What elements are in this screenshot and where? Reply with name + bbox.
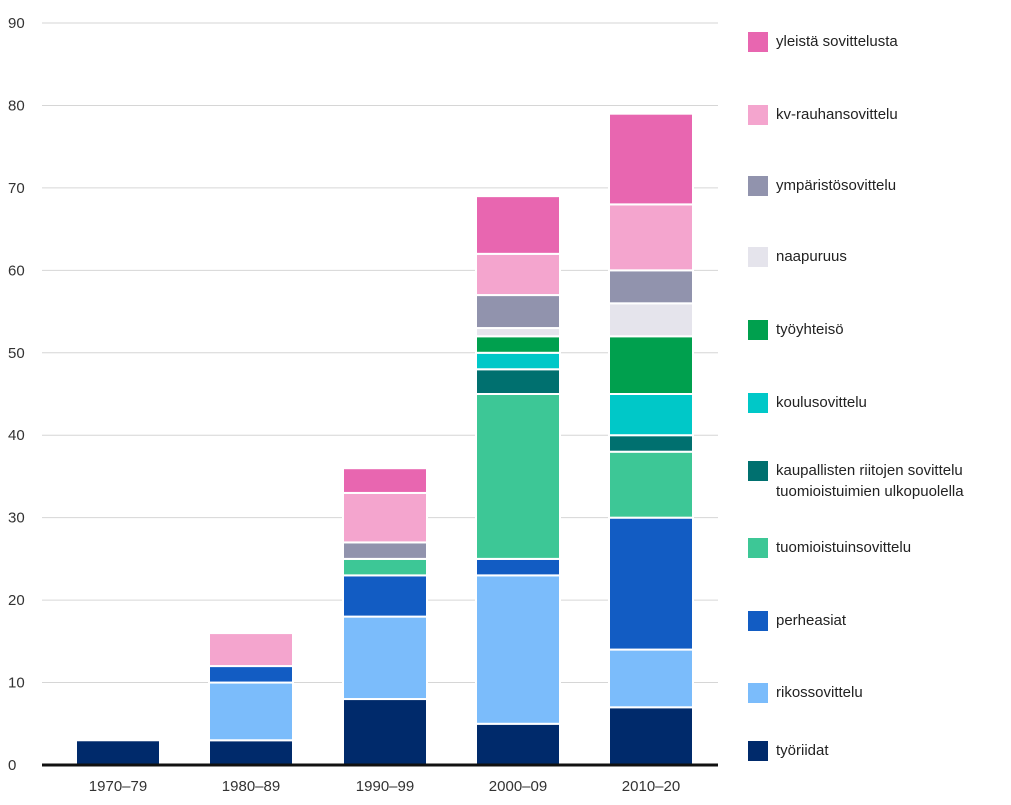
bar-segment (342, 541, 428, 560)
legend-swatch (748, 393, 768, 413)
bar-segment (608, 302, 694, 338)
legend-label: kv-rauhansovittelu (776, 106, 898, 123)
y-tick-label: 40 (8, 427, 25, 444)
y-tick-label: 90 (8, 15, 25, 32)
bar-segment (608, 269, 694, 305)
legend-label: ympäristösovittelu (776, 177, 897, 194)
legend-label: tuomioistuinsovittelu (776, 539, 912, 556)
bar-segment (608, 335, 694, 395)
bar-segment (475, 351, 561, 371)
bar-segment (475, 327, 561, 338)
bar-segment (342, 615, 428, 701)
legend-item: työyhteisö (748, 319, 1006, 340)
legend-label: koulusovittelu (776, 394, 867, 411)
y-tick-label: 30 (8, 510, 25, 527)
legend-swatch (748, 611, 768, 631)
bar-segment (608, 516, 694, 651)
legend-swatch (748, 105, 768, 125)
legend-label: perheasiat (776, 612, 847, 629)
bar-segment (475, 722, 561, 766)
legend-item: työriidat (748, 740, 1006, 761)
bar-segment (608, 706, 694, 766)
bar-segment (342, 491, 428, 544)
x-tick-label: 1990–99 (356, 778, 414, 795)
x-tick-label: 2000–09 (489, 778, 547, 795)
legend-label: rikossovittelu (776, 684, 863, 701)
bar-segment (475, 557, 561, 577)
legend-swatch (748, 538, 768, 558)
legend-swatch (748, 176, 768, 196)
gridlines (42, 22, 718, 684)
bar-segment (475, 252, 561, 297)
bar-segment (475, 195, 561, 255)
bar-segment (475, 574, 561, 725)
y-tick-label: 70 (8, 180, 25, 197)
legend-label: yleistä sovittelusta (776, 33, 898, 50)
bar-segment (342, 467, 428, 494)
bar-segment (608, 203, 694, 272)
bar-segment (75, 739, 161, 766)
legend-label: työriidat (776, 742, 829, 759)
legend-swatch (748, 247, 768, 267)
bar-segment (608, 434, 694, 453)
legend-label: naapuruus (776, 248, 847, 265)
y-tick-label: 20 (8, 592, 25, 609)
legend-swatch (748, 32, 768, 52)
x-tick-label: 2010–20 (622, 778, 680, 795)
bar-segment (475, 393, 561, 560)
bar-segment (208, 739, 294, 766)
bar-stack (342, 467, 428, 766)
stacked-bar-chart: 0 10 20 30 40 50 60 70 80 90 1970–79 1980–89 1990–9… (8, 15, 718, 795)
legend-label: kaupallisten riitojen sovittelu tuomiois… (776, 462, 964, 500)
bar-segment (475, 368, 561, 395)
bar-stack (208, 632, 294, 766)
legend-item: koulusovittelu (748, 392, 1006, 413)
bar-segment (475, 335, 561, 354)
legend-swatch (748, 320, 768, 340)
bar-stack (75, 739, 161, 766)
bar-segment (608, 648, 694, 709)
legend-label: työyhteisö (776, 321, 844, 338)
legend-item: kv-rauhansovittelu (748, 104, 1006, 125)
legend-item: rikossovittelu (748, 682, 1006, 703)
bars (75, 112, 694, 766)
bar-stack (475, 195, 561, 766)
legend-item: kaupallisten riitojen sovittelu tuomiois… (748, 460, 1006, 502)
legend-swatch (748, 461, 768, 481)
legend-swatch (748, 683, 768, 703)
legend-item: ympäristösovittelu (748, 175, 1006, 196)
x-axis-ticks: 1970–79 1980–89 1990–99 2000–09 2010–20 (89, 778, 680, 795)
bar-segment (608, 393, 694, 437)
legend-item: naapuruus (748, 246, 1006, 267)
x-tick-label: 1970–79 (89, 778, 147, 795)
y-tick-label: 60 (8, 262, 25, 279)
legend-item: perheasiat (748, 610, 1006, 631)
legend-swatch (748, 741, 768, 761)
bar-segment (475, 294, 561, 330)
y-tick-label: 0 (8, 757, 16, 774)
bar-segment (208, 681, 294, 742)
bar-stack (608, 112, 694, 766)
bar-segment (608, 450, 694, 519)
y-tick-label: 80 (8, 97, 25, 114)
bar-segment (342, 557, 428, 577)
bar-segment (342, 698, 428, 766)
bar-segment (208, 632, 294, 668)
legend-item: yleistä sovittelusta (748, 31, 1006, 52)
legend-item: tuomioistuinsovittelu (748, 537, 1006, 558)
bar-segment (608, 112, 694, 206)
y-axis-ticks: 0 10 20 30 40 50 60 70 80 90 (8, 15, 25, 774)
y-tick-label: 10 (8, 675, 25, 692)
y-tick-label: 50 (8, 345, 25, 362)
x-tick-label: 1980–89 (222, 778, 280, 795)
bar-segment (342, 574, 428, 618)
bar-segment (208, 665, 294, 684)
